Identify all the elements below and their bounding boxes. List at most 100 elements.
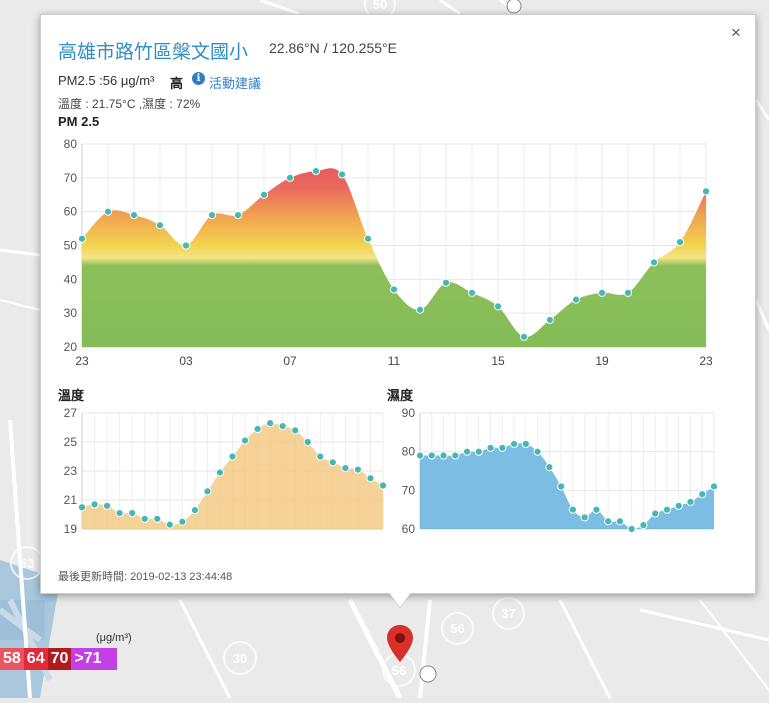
data-point[interactable] xyxy=(129,210,139,220)
data-point[interactable] xyxy=(709,482,719,491)
data-point[interactable] xyxy=(493,302,503,311)
data-point[interactable] xyxy=(128,508,137,518)
data-point[interactable] xyxy=(509,439,519,449)
data-point[interactable] xyxy=(427,451,436,460)
map-marker[interactable]: 53 xyxy=(10,546,44,580)
station-title: 高雄市路竹區槃文國小 xyxy=(58,41,249,63)
data-point[interactable] xyxy=(623,288,633,297)
pm-chart: 20 30 40 50 60 70 80 23 03 07 11 15 19 23 xyxy=(64,137,713,368)
data-point[interactable] xyxy=(597,288,607,297)
y-tick-label: 80 xyxy=(402,445,416,459)
data-point[interactable] xyxy=(378,481,388,490)
data-point[interactable] xyxy=(266,419,275,428)
data-point[interactable] xyxy=(90,500,99,509)
data-point[interactable] xyxy=(604,517,613,526)
activity-advice-link[interactable]: 活動建議 xyxy=(209,76,262,91)
temp-humidity-text: 溫度 : 21.75°C ,濕度 : 72% xyxy=(58,97,201,111)
data-point[interactable] xyxy=(233,210,243,220)
data-point[interactable] xyxy=(178,517,187,526)
data-point[interactable] xyxy=(363,234,373,243)
close-icon[interactable]: × xyxy=(731,23,741,42)
data-point[interactable] xyxy=(651,509,660,518)
y-tick-label: 70 xyxy=(64,171,78,185)
data-point[interactable] xyxy=(203,487,212,496)
data-point[interactable] xyxy=(557,482,566,491)
data-point[interactable] xyxy=(627,524,636,534)
map-marker[interactable]: 37 xyxy=(492,597,525,630)
data-point[interactable] xyxy=(253,424,262,434)
data-point[interactable] xyxy=(441,278,451,287)
data-point[interactable] xyxy=(649,258,659,267)
data-point[interactable] xyxy=(571,295,581,304)
data-point[interactable] xyxy=(521,439,530,449)
data-point[interactable] xyxy=(439,451,448,460)
humidity-chart: 60 70 80 90 xyxy=(402,406,719,536)
data-point[interactable] xyxy=(701,187,711,196)
data-point[interactable] xyxy=(533,447,542,456)
map-pin-icon[interactable] xyxy=(386,624,414,664)
data-point[interactable] xyxy=(474,447,483,456)
x-tick-label: 23 xyxy=(699,354,713,368)
data-point[interactable] xyxy=(240,436,250,445)
map-marker[interactable]: 56 xyxy=(441,612,474,645)
pm-level: 高 xyxy=(170,76,184,91)
data-point[interactable] xyxy=(462,447,472,456)
data-point[interactable] xyxy=(615,517,625,526)
data-point[interactable] xyxy=(415,451,425,460)
data-point[interactable] xyxy=(674,501,683,510)
data-point[interactable] xyxy=(662,505,672,514)
data-point[interactable] xyxy=(580,513,589,522)
data-point[interactable] xyxy=(102,501,112,510)
data-point[interactable] xyxy=(341,464,350,473)
data-point[interactable] xyxy=(115,508,124,518)
data-point[interactable] xyxy=(278,421,287,431)
x-tick-label: 19 xyxy=(595,354,609,368)
data-point[interactable] xyxy=(103,207,113,216)
data-point[interactable] xyxy=(415,305,425,314)
data-point[interactable] xyxy=(519,332,529,341)
data-point[interactable] xyxy=(77,234,87,243)
data-point[interactable] xyxy=(153,514,162,523)
x-tick-label: 23 xyxy=(75,354,89,368)
data-point[interactable] xyxy=(686,497,695,507)
data-point[interactable] xyxy=(451,451,460,460)
data-point[interactable] xyxy=(545,463,554,472)
data-point[interactable] xyxy=(259,190,269,199)
data-point[interactable] xyxy=(215,468,225,477)
station-popup: × 高雄市路竹區槃文國小 22.86°N / 120.255°E PM2.5 :… xyxy=(40,14,756,594)
data-point[interactable] xyxy=(207,210,217,220)
data-point[interactable] xyxy=(337,170,347,179)
data-point[interactable] xyxy=(698,490,707,499)
data-point[interactable] xyxy=(303,437,312,447)
data-point[interactable] xyxy=(328,458,337,467)
x-tick-label: 15 xyxy=(491,354,505,368)
data-point[interactable] xyxy=(285,173,295,182)
data-point[interactable] xyxy=(639,521,648,530)
info-icon[interactable]: i xyxy=(192,72,205,85)
data-point[interactable] xyxy=(190,506,199,515)
data-point[interactable] xyxy=(77,503,87,512)
y-tick-label: 80 xyxy=(64,137,78,151)
popup-arrow xyxy=(389,593,411,607)
data-point[interactable] xyxy=(366,474,375,483)
data-point[interactable] xyxy=(291,426,300,435)
data-point[interactable] xyxy=(486,443,495,452)
data-point[interactable] xyxy=(140,514,149,523)
y-tick-label: 19 xyxy=(64,522,78,536)
pm-reading: PM2.5 :56 μg/m³ xyxy=(58,73,155,88)
map-marker[interactable]: 30 xyxy=(223,641,257,675)
data-point[interactable] xyxy=(592,505,601,514)
data-point[interactable] xyxy=(675,238,685,247)
data-point[interactable] xyxy=(568,505,577,514)
data-point[interactable] xyxy=(316,452,325,461)
data-point[interactable] xyxy=(311,166,321,176)
data-point[interactable] xyxy=(467,288,477,297)
data-point[interactable] xyxy=(353,465,363,474)
data-point[interactable] xyxy=(155,221,165,230)
data-point[interactable] xyxy=(228,452,237,461)
data-point[interactable] xyxy=(165,520,174,529)
data-point[interactable] xyxy=(181,241,191,250)
data-point[interactable] xyxy=(498,443,507,452)
data-point[interactable] xyxy=(389,285,399,294)
data-point[interactable] xyxy=(545,315,555,325)
